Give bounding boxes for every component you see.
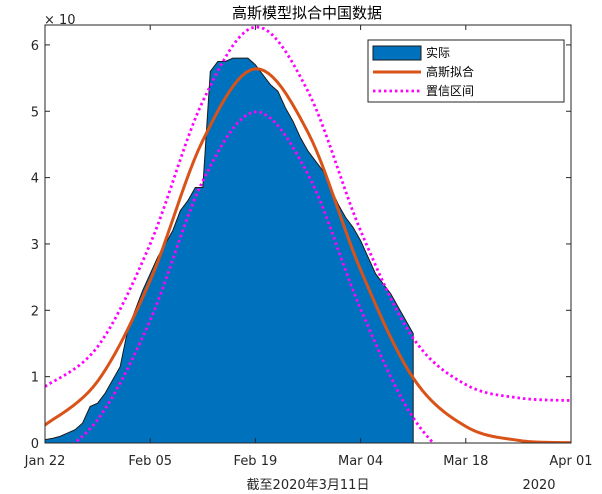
y-tick-label: 5 <box>31 105 39 120</box>
y-tick-label: 1 <box>31 371 39 386</box>
y-tick-label: 4 <box>31 172 39 187</box>
x-tick-label: Mar 18 <box>443 454 488 469</box>
legend-label-gaussian-fit: 高斯拟合 <box>426 64 474 79</box>
axes-box <box>44 24 572 444</box>
series-gaussian-fit-line <box>45 67 571 443</box>
legend-label-confidence-interval: 置信区间 <box>426 84 474 98</box>
x-tick-label: Feb 19 <box>234 454 278 469</box>
y-tick-label: 2 <box>31 304 39 319</box>
series-ci-upper-line <box>45 25 571 402</box>
year-label: 2020 <box>522 478 555 493</box>
x-axis-label: 截至2020年3月11日 <box>247 478 370 493</box>
y-tick-label: 3 <box>31 238 39 253</box>
y-tick-label: 0 <box>31 437 39 452</box>
x-axis: Jan 22 Feb 05 Feb 19 Mar 04 Mar 18 Apr 01 <box>24 25 593 469</box>
chart-title: 高斯模型拟合中国数据 <box>232 4 382 22</box>
plot-series-group <box>45 25 571 443</box>
plot-area <box>45 25 571 443</box>
x-tick-label: Feb 05 <box>128 454 172 469</box>
x-tick-label: Jan 22 <box>24 454 66 469</box>
series-ci-lower-line <box>71 110 436 443</box>
series-actual-area <box>45 57 414 443</box>
x-tick-label: Apr 01 <box>549 454 592 469</box>
y-axis: 0 1 2 3 4 5 6 <box>31 39 571 452</box>
x-tick-label: Mar 04 <box>338 454 383 469</box>
y-exponent-label: × 10 <box>44 13 76 28</box>
y-tick-label: 6 <box>31 39 39 54</box>
legend-label-actual: 实际 <box>426 45 450 60</box>
legend-swatch-actual <box>372 45 422 61</box>
